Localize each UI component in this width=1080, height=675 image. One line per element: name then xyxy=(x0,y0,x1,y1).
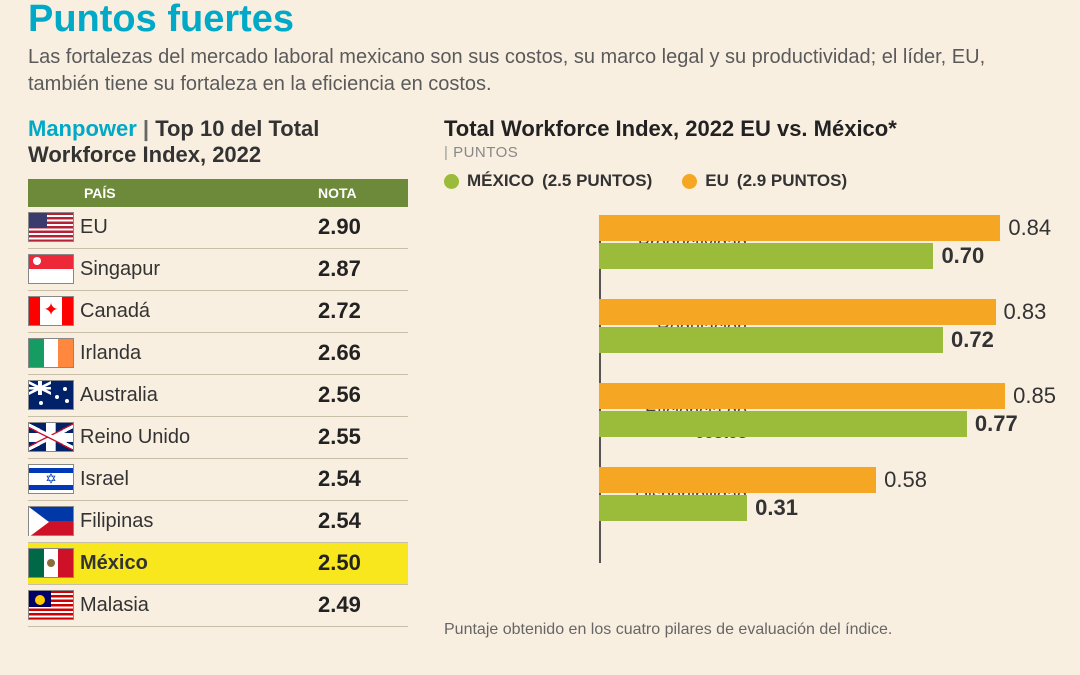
country-score: 2.87 xyxy=(318,256,408,282)
table-row: ✡ Israel2.54 xyxy=(28,459,408,501)
country-name: Filipinas xyxy=(80,510,318,533)
bar-group: Eficiencia de costos0.850.77 xyxy=(599,383,1052,437)
flag-icon-my xyxy=(28,590,74,620)
bar-mx: 0.31 xyxy=(599,495,1052,521)
flag-icon-ph xyxy=(28,506,74,536)
country-score: 2.54 xyxy=(318,466,408,492)
chart-subunit: | PUNTOS xyxy=(444,144,1052,161)
bar-value-mx: 0.77 xyxy=(975,411,1018,437)
bar-value-mx: 0.72 xyxy=(951,327,994,353)
table-row: México2.50 xyxy=(28,543,408,585)
bar-eu: 0.84 xyxy=(599,215,1052,241)
table-title-brand: Manpower xyxy=(28,116,137,141)
bar-value-eu: 0.58 xyxy=(884,467,927,493)
table-row: Malasia2.49 xyxy=(28,585,408,627)
flag-icon-sg xyxy=(28,254,74,284)
country-name: EU xyxy=(80,216,318,239)
flag-icon-ca: ✦ xyxy=(28,296,74,326)
legend-label-eu: EU xyxy=(705,171,729,191)
country-name: Singapur xyxy=(80,258,318,281)
country-score: 2.55 xyxy=(318,424,408,450)
country-score: 2.56 xyxy=(318,382,408,408)
flag-icon-eu xyxy=(28,212,74,242)
flag-icon-ie xyxy=(28,338,74,368)
table-row: Filipinas2.54 xyxy=(28,501,408,543)
chart-title: Total Workforce Index, 2022 EU vs. Méxic… xyxy=(444,116,1052,142)
legend-dot-eu xyxy=(682,174,697,189)
bar-mx: 0.77 xyxy=(599,411,1052,437)
flag-icon-au xyxy=(28,380,74,410)
country-name: Malasia xyxy=(80,594,318,617)
table-title-sep: | xyxy=(137,116,155,141)
bar-group: Disponibilidad0.580.31 xyxy=(599,467,1052,521)
table-row: Singapur2.87 xyxy=(28,249,408,291)
legend-score-mexico: (2.5 PUNTOS) xyxy=(542,171,652,191)
bar-value-mx: 0.70 xyxy=(941,243,984,269)
table-row: Australia2.56 xyxy=(28,375,408,417)
bar-value-eu: 0.84 xyxy=(1008,215,1051,241)
bar-value-mx: 0.31 xyxy=(755,495,798,521)
legend-dot-mexico xyxy=(444,174,459,189)
chart-footnote: Puntaje obtenido en los cuatro pilares d… xyxy=(444,621,1052,639)
country-name: México xyxy=(80,552,318,575)
bar-eu: 0.85 xyxy=(599,383,1052,409)
chart-legend: MÉXICO (2.5 PUNTOS) EU (2.9 PUNTOS) xyxy=(444,171,1052,191)
legend-label-mexico: MÉXICO xyxy=(467,171,534,191)
bar-chart-area: Productividad0.840.70Regulación0.830.72E… xyxy=(444,215,1052,615)
bar-mx: 0.70 xyxy=(599,243,1052,269)
table-row: Reino Unido2.55 xyxy=(28,417,408,459)
table-row: EU2.90 xyxy=(28,207,408,249)
table-row: Irlanda2.66 xyxy=(28,333,408,375)
bar-value-eu: 0.83 xyxy=(1004,299,1047,325)
country-name: Australia xyxy=(80,384,318,407)
flag-icon-il: ✡ xyxy=(28,464,74,494)
bar-mx: 0.72 xyxy=(599,327,1052,353)
flag-icon-mx xyxy=(28,548,74,578)
country-score: 2.49 xyxy=(318,592,408,618)
country-score: 2.54 xyxy=(318,508,408,534)
legend-item-mexico: MÉXICO (2.5 PUNTOS) xyxy=(444,171,652,191)
country-name: Irlanda xyxy=(80,342,318,365)
page-title: Puntos fuertes xyxy=(28,0,1052,38)
col-header-pais: PAÍS xyxy=(80,185,318,201)
country-name: Reino Unido xyxy=(80,426,318,449)
col-header-nota: NOTA xyxy=(318,185,408,201)
country-name: Canadá xyxy=(80,300,318,323)
legend-score-eu: (2.9 PUNTOS) xyxy=(737,171,847,191)
legend-item-eu: EU (2.9 PUNTOS) xyxy=(682,171,847,191)
flag-icon-uk xyxy=(28,422,74,452)
country-score: 2.72 xyxy=(318,298,408,324)
bar-group: Regulación0.830.72 xyxy=(599,299,1052,353)
comparison-chart: Total Workforce Index, 2022 EU vs. Méxic… xyxy=(444,116,1052,639)
country-score: 2.50 xyxy=(318,550,408,576)
bar-eu: 0.83 xyxy=(599,299,1052,325)
bar-value-eu: 0.85 xyxy=(1013,383,1056,409)
intro-text: Las fortalezas del mercado laboral mexic… xyxy=(28,44,1052,98)
ranking-table: Manpower | Top 10 del Total Workforce In… xyxy=(28,116,408,639)
table-row: ✦ Canadá2.72 xyxy=(28,291,408,333)
bar-eu: 0.58 xyxy=(599,467,1052,493)
country-score: 2.90 xyxy=(318,214,408,240)
table-title: Manpower | Top 10 del Total Workforce In… xyxy=(28,116,408,169)
bar-group: Productividad0.840.70 xyxy=(599,215,1052,269)
table-header: PAÍS NOTA xyxy=(28,179,408,207)
country-score: 2.66 xyxy=(318,340,408,366)
country-name: Israel xyxy=(80,468,318,491)
